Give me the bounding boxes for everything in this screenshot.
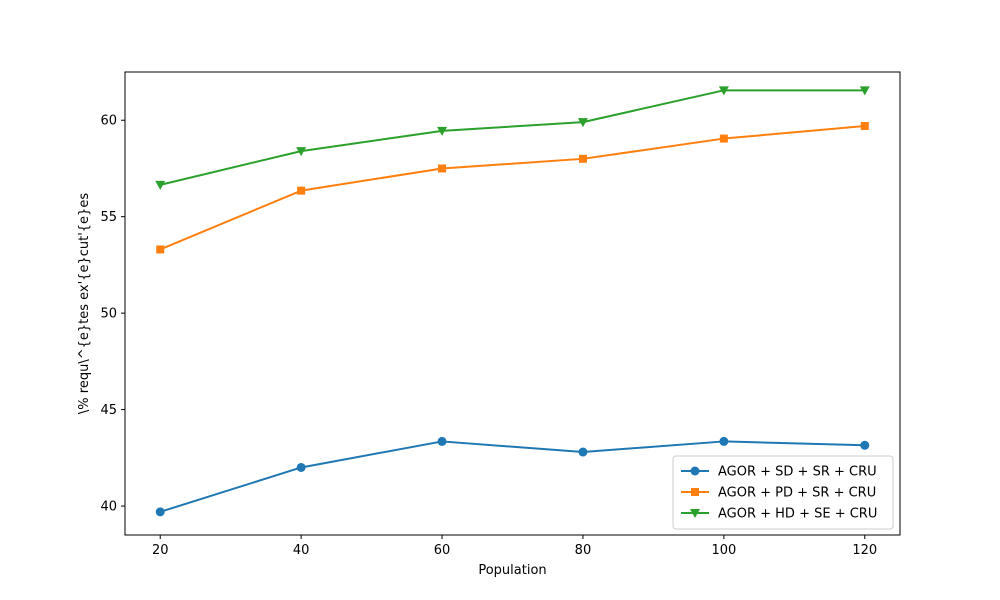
data-point [438, 164, 447, 173]
y-tick-label: 40 [100, 500, 117, 515]
data-point [719, 436, 729, 446]
legend-item: AGOR + HD + SE + CRU [681, 507, 877, 522]
data-point [155, 180, 166, 190]
data-point [859, 86, 870, 96]
x-tick-label: 120 [852, 543, 877, 558]
data-point [719, 134, 728, 143]
data-point [296, 462, 306, 472]
x-tick-label: 20 [152, 543, 169, 558]
series-1 [155, 436, 870, 517]
data-point [718, 86, 729, 96]
y-axis-ticks: 40 45 50 55 60 [100, 114, 125, 515]
legend-label: AGOR + HD + SE + CRU [718, 507, 877, 522]
legend-item: AGOR + PD + SR + CRU [681, 486, 876, 501]
plot-content [155, 86, 870, 517]
legend-marker [690, 466, 700, 476]
y-axis-label: \% requ\^{e}tes ex'{e}cut'{e}es [77, 193, 92, 414]
legend-label: AGOR + SD + SR + CRU [718, 465, 877, 480]
series-2 [156, 122, 869, 254]
data-point [437, 126, 448, 136]
x-tick-label: 80 [575, 543, 592, 558]
legend-marker [690, 509, 700, 518]
x-axis-label: Population [478, 563, 546, 578]
data-point [577, 118, 588, 128]
data-point [156, 245, 165, 254]
x-axis-ticks: 20 40 60 80 100 120 [152, 535, 877, 558]
plot-area-frame [124, 71, 901, 536]
x-tick-label: 100 [711, 543, 736, 558]
data-point [860, 440, 870, 450]
y-tick-label: 55 [100, 210, 117, 225]
data-point [437, 436, 447, 446]
series-3 [155, 86, 870, 190]
y-tick-label: 60 [100, 114, 117, 129]
legend-item: AGOR + SD + SR + CRU [681, 465, 877, 480]
series-line [159, 89, 865, 186]
data-point [296, 147, 307, 157]
legend-box [672, 455, 894, 530]
data-point [860, 122, 869, 131]
legend: AGOR + SD + SR + CRU AGOR + PD + SR + CRU… [672, 455, 894, 530]
series-line [159, 125, 865, 251]
data-point [578, 154, 587, 163]
legend-label: AGOR + PD + SR + CRU [718, 486, 876, 501]
x-tick-label: 40 [293, 543, 310, 558]
x-tick-label: 60 [434, 543, 451, 558]
series-line [159, 440, 865, 513]
data-point [578, 447, 588, 457]
data-point [297, 186, 306, 195]
data-point [155, 507, 165, 517]
y-tick-label: 45 [100, 403, 117, 418]
legend-marker [691, 488, 699, 496]
y-tick-label: 50 [100, 307, 117, 322]
